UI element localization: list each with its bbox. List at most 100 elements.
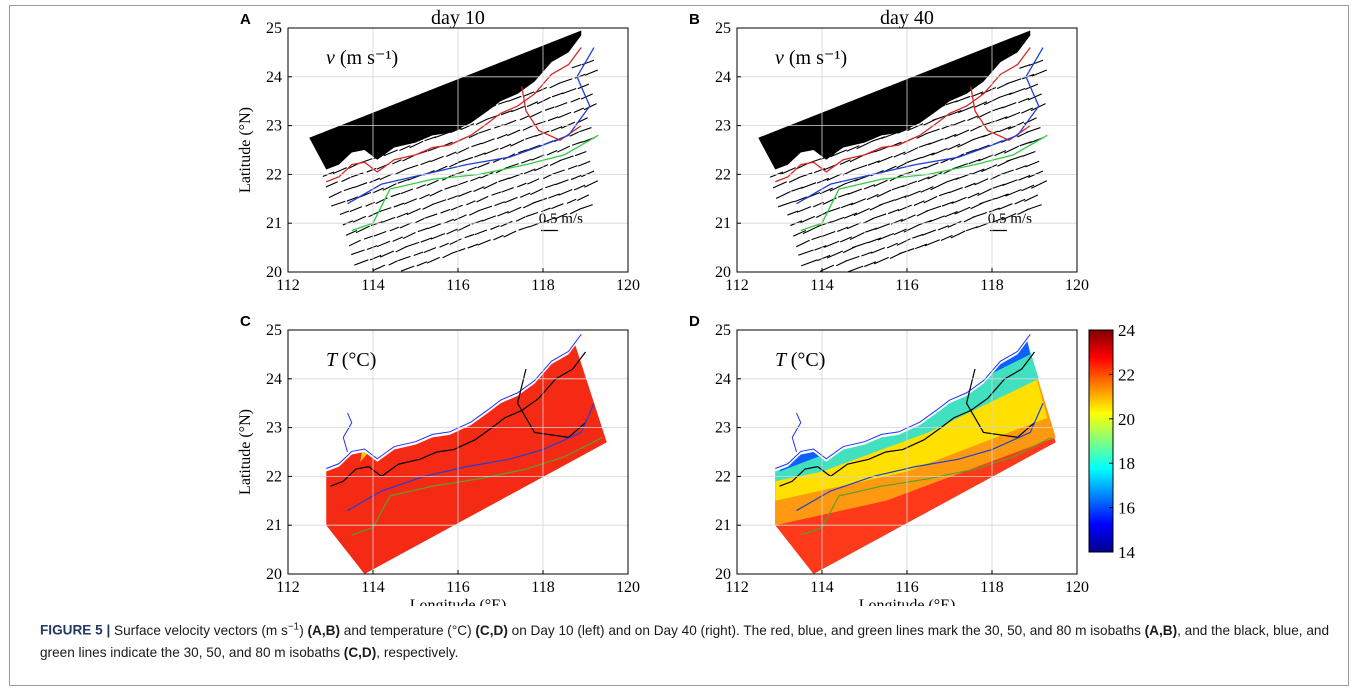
isobath-30m-shoal [965,368,1035,438]
vector-arrow [797,172,813,179]
vector-arrow [456,147,470,155]
x-tick-label: 118 [531,277,554,294]
vector-arrow [450,127,462,134]
x-tick-label: 114 [810,579,833,596]
isobath-30m-shoal [521,86,582,141]
vector-arrow [474,152,486,158]
vector-arrow [951,196,967,204]
isobath-30m [779,351,1035,487]
vector-arrow [420,160,431,166]
vector-arrow [1026,204,1042,211]
vector-arrow [373,153,386,160]
vector-arrow [558,189,573,196]
vector-arrow [548,193,560,199]
vector-arrow [523,91,535,97]
vector-arrow [531,154,545,161]
caption-part: on Day 10 (left) and on Day 40 (right). … [507,622,1145,638]
y-tick-label: 25 [715,20,731,37]
vector-arrow [867,160,880,166]
vector-arrow [400,265,415,272]
y-tick-label: 22 [266,468,282,485]
x-tick-label: 118 [531,579,554,596]
vector-arrow [377,207,392,213]
caption-part: −1 [287,621,300,632]
vector-arrow [795,239,810,248]
vector-arrow [988,207,1000,213]
vector-arrow [851,241,869,249]
vector-arrow [963,216,975,223]
scale-label: 0.5 m/s [988,211,1032,227]
vector-arrow [542,173,553,180]
vector-arrow [500,109,513,116]
vector-arrow [343,186,355,192]
vector-arrow [467,243,479,249]
vector-arrow [469,210,480,216]
vector-arrow [551,203,564,210]
vector-arrow [457,113,471,120]
x-tick-label: 116 [895,277,918,294]
isobath-80m [800,436,1052,536]
scale-label: 0.5 m/s [539,211,583,227]
vector-arrow [870,247,886,254]
vector-arrow [580,170,595,178]
y-tick-label: 24 [266,371,282,388]
vector-arrow [457,190,472,198]
panel-letter: C [240,313,251,330]
quantity-symbol: v [775,47,789,69]
vector-arrow [887,209,900,215]
vector-arrow [353,182,368,189]
vector-arrow [530,188,544,196]
vector-arrow [389,226,400,232]
vector-arrow [421,126,433,133]
isobath-30m-shoal [970,86,1031,141]
vector-arrow [1002,102,1017,109]
vector-arrow [439,242,449,248]
vector-arrow [924,162,939,169]
vector-arrow [481,138,495,145]
vector-arrow [440,209,451,214]
vector-arrow [557,111,572,119]
vector-arrow [503,230,517,238]
vector-arrow [837,226,849,232]
vector-arrow [396,212,409,219]
vector-arrow [346,196,359,202]
vector-arrow [793,230,807,237]
grid [288,330,628,574]
vector-arrow [864,261,877,268]
y-tick-label: 20 [715,566,731,583]
y-tick-label: 21 [715,215,731,232]
vector-arrow [355,225,370,234]
vector-arrow [584,180,599,188]
vector-arrow [500,220,513,228]
vector-arrow [1014,198,1026,205]
vector-arrow [368,211,379,218]
vector-arrow [931,148,948,156]
river-line [342,412,353,453]
quantity-unit: (m s⁻¹) [340,47,398,69]
vector-arrow [903,224,920,233]
vector-arrow [846,145,860,152]
vector-arrow [493,234,504,241]
vector-arrow [877,232,895,241]
vector-arrow [954,206,971,215]
vector-arrow [898,170,914,177]
vector-arrow [417,227,429,233]
coast-line [326,334,582,469]
vector-arrow [464,233,475,239]
y-tick-label: 25 [715,322,731,339]
vector-arrow [967,115,979,122]
quantity-symbol: T [775,349,791,371]
vector-arrow [496,133,508,140]
y-tick-label: 24 [715,371,731,388]
vector-arrow [442,252,453,259]
vector-arrow [380,216,396,224]
vector-arrow [972,211,988,218]
vector-arrow [566,198,577,204]
vector-arrow [478,205,493,212]
vector-arrow [577,160,591,167]
vector-arrow [474,229,488,236]
isobath-30m-shoal [516,368,586,438]
vector-arrow [849,154,864,163]
vector-arrow [446,151,457,157]
grid [288,28,628,272]
